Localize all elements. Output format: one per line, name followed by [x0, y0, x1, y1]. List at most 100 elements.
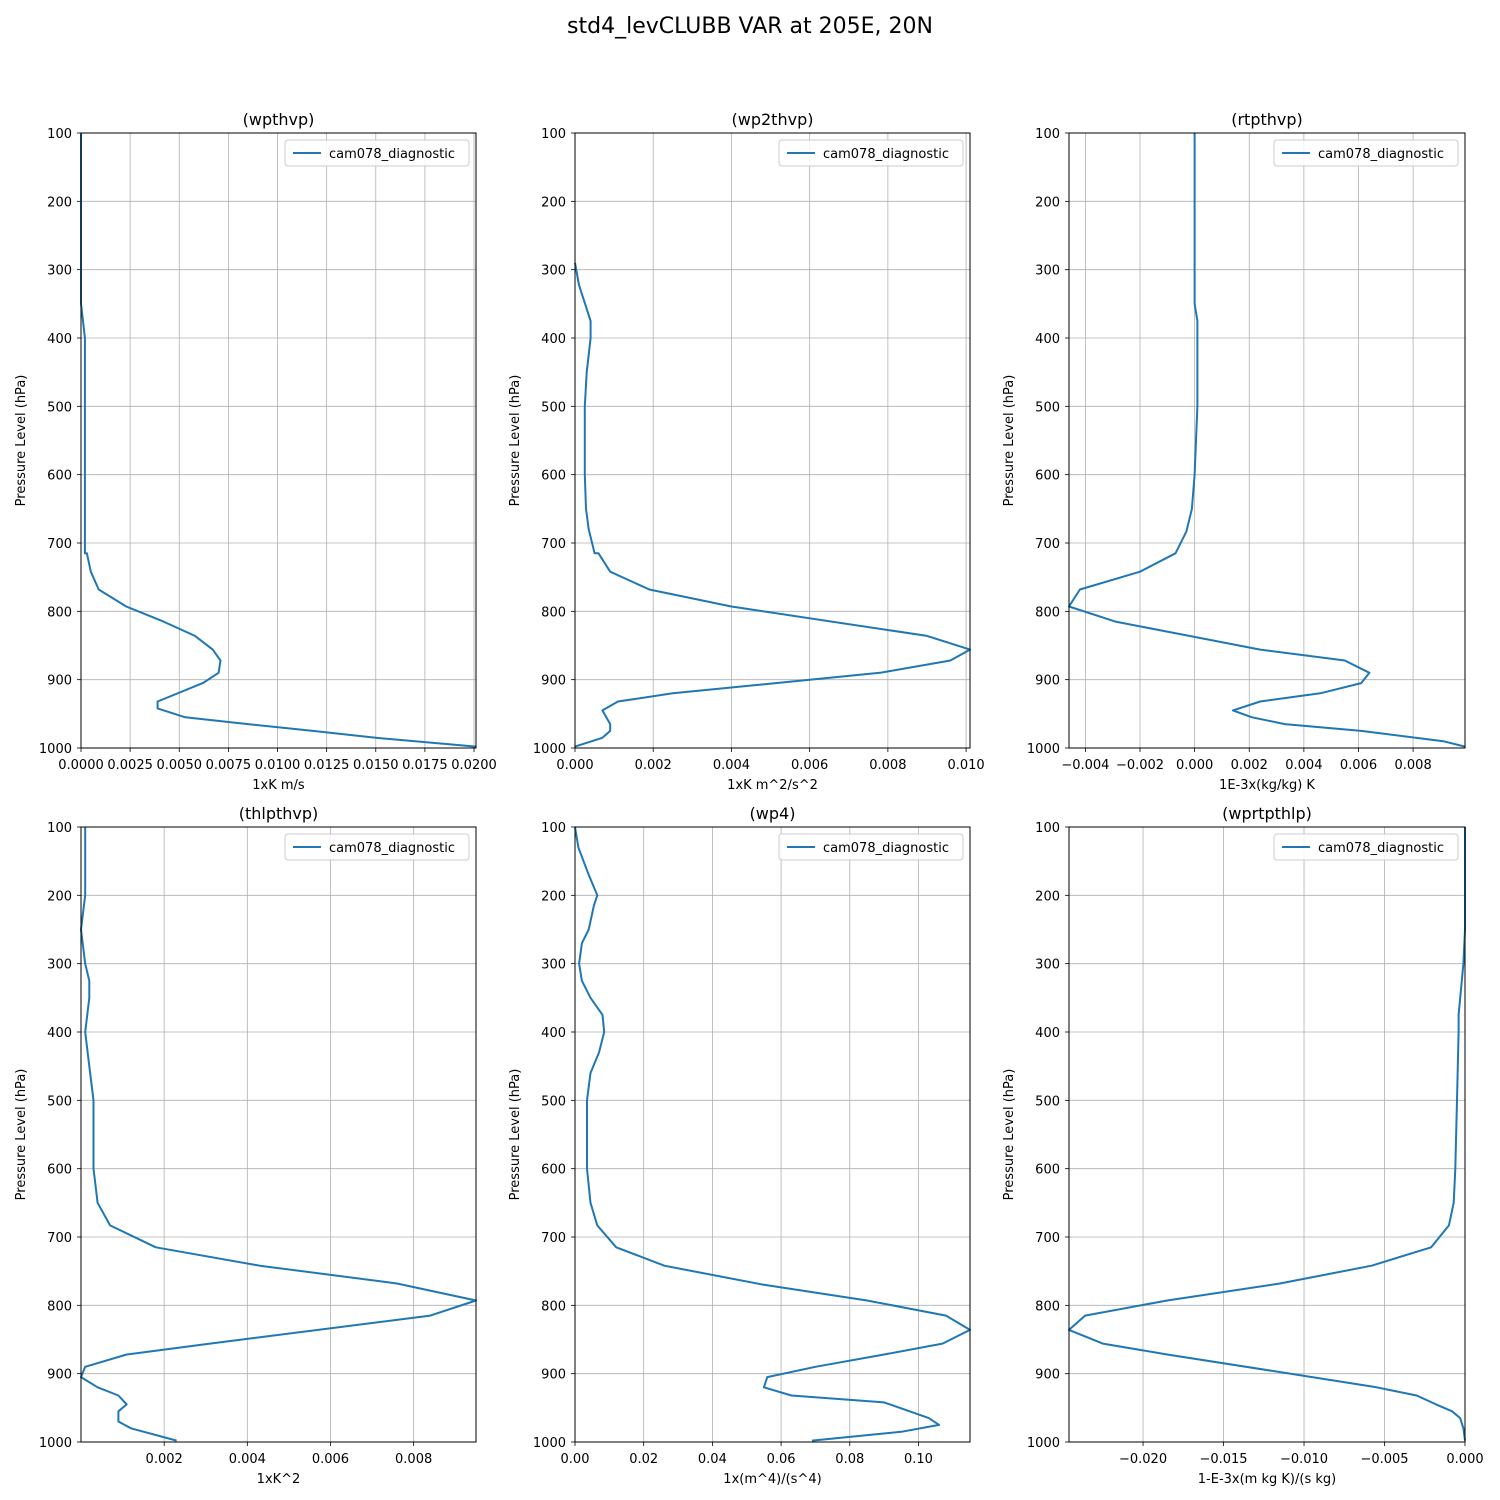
x-tick-label: 0.0000: [58, 758, 104, 773]
y-tick-label: 500: [47, 1094, 72, 1109]
legend-label: cam078_diagnostic: [1318, 841, 1444, 856]
y-tick-label: 100: [47, 127, 72, 142]
legend-box: [1273, 833, 1459, 861]
y-tick-label: 900: [47, 674, 72, 689]
y-tick-label: 700: [541, 1231, 566, 1246]
x-axis-label: 1xK m^2/s^2: [727, 778, 818, 793]
y-tick-label: 300: [1035, 958, 1060, 973]
subplot-title: (thlpthvp): [239, 804, 319, 823]
legend: cam078_diagnostic: [284, 139, 470, 167]
legend-label: cam078_diagnostic: [329, 841, 455, 856]
x-tick-label: −0.010: [1280, 1452, 1328, 1467]
series-line: [574, 826, 971, 1442]
legend-label: cam078_diagnostic: [329, 147, 455, 162]
x-axis-label: 1x(m^4)/(s^4): [723, 1472, 821, 1487]
y-tick-label: 600: [1035, 469, 1060, 484]
y-tick-label: 700: [1035, 1231, 1060, 1246]
axes-frame: [1068, 132, 1466, 749]
legend-box: [284, 833, 470, 861]
x-tick-label: 0.008: [395, 1452, 432, 1467]
y-tick-label: 900: [1035, 674, 1060, 689]
axes-frame: [80, 826, 477, 1443]
subplot-6: −0.020 −0.015 −0.010 −0.005 0.000 100 200 300 40…: [1002, 804, 1484, 1487]
y-tick-label: 600: [47, 469, 72, 484]
y-tick-label: 1000: [39, 742, 72, 757]
series-line: [80, 827, 477, 1442]
x-axis-label: 1xK^2: [257, 1472, 301, 1487]
y-tick-label: 1000: [39, 1436, 72, 1451]
x-tick-label: −0.004: [1061, 758, 1109, 773]
x-tick-label: −0.015: [1199, 1452, 1247, 1467]
legend-box: [778, 833, 964, 861]
y-tick-label: 200: [541, 195, 566, 210]
x-tick-label: 0.06: [767, 1452, 796, 1467]
y-tick-label: 1000: [533, 742, 566, 757]
subplot-2: 0.000 0.002 0.004 0.006 0.008 0.010 100 200 300 4…: [508, 110, 985, 793]
x-axis-label: 1xK m/s: [252, 778, 305, 793]
x-tick-label: 0.00: [561, 1452, 590, 1467]
x-tick-label: 0.004: [229, 1452, 266, 1467]
subplot-5: 0.00 0.02 0.04 0.06 0.08 0.10 100 200 300 400 500 6…: [508, 804, 971, 1487]
x-tick-label: 0.0175: [402, 758, 448, 773]
axes-frame: [574, 132, 971, 749]
y-tick-label: 800: [1035, 1299, 1060, 1314]
x-axis-label: 1E-3x(kg/kg) K: [1219, 778, 1315, 793]
x-tick-label: 0.002: [1231, 758, 1268, 773]
y-tick-label: 100: [1035, 821, 1060, 836]
y-tick-label: 500: [47, 400, 72, 415]
x-tick-label: 0.000: [1446, 1452, 1483, 1467]
series-line: [1068, 827, 1466, 1441]
series-line: [1068, 133, 1466, 748]
x-tick-label: 0.008: [1395, 758, 1432, 773]
x-tick-label: 0.004: [1285, 758, 1322, 773]
y-tick-label: 800: [541, 605, 566, 620]
subplot-title: (wprtpthlp): [1222, 804, 1312, 823]
y-tick-label: 200: [541, 889, 566, 904]
subplot-title: (wp4): [750, 804, 796, 823]
y-tick-label: 1000: [1027, 1436, 1060, 1451]
y-axis-label: Pressure Level (hPa): [508, 1069, 523, 1201]
y-tick-label: 700: [47, 1231, 72, 1246]
y-tick-label: 700: [1035, 537, 1060, 552]
x-tick-label: −0.002: [1116, 758, 1164, 773]
y-axis-label: Pressure Level (hPa): [1002, 1069, 1017, 1201]
legend-label: cam078_diagnostic: [823, 147, 949, 162]
x-tick-label: 0.006: [1340, 758, 1377, 773]
x-tick-label: 0.006: [312, 1452, 349, 1467]
x-tick-label: 0.0150: [353, 758, 399, 773]
x-tick-label: 0.08: [835, 1452, 864, 1467]
y-tick-label: 100: [47, 821, 72, 836]
y-tick-label: 800: [1035, 605, 1060, 620]
y-tick-label: 300: [47, 958, 72, 973]
y-tick-label: 800: [47, 605, 72, 620]
x-tick-label: 0.010: [947, 758, 984, 773]
y-tick-label: 400: [1035, 332, 1060, 347]
y-axis-label: Pressure Level (hPa): [14, 1069, 29, 1201]
y-tick-label: 300: [541, 958, 566, 973]
x-tick-label: −0.020: [1119, 1452, 1167, 1467]
x-tick-label: 0.0100: [255, 758, 301, 773]
subplot-1: 0.0000 0.0025 0.0050 0.0075 0.0100 0.0125 0.01…: [14, 110, 497, 793]
legend-box: [284, 139, 470, 167]
y-tick-label: 200: [1035, 889, 1060, 904]
y-tick-label: 200: [1035, 195, 1060, 210]
x-axis-label: 1-E-3x(m kg K)/(s kg): [1198, 1472, 1336, 1487]
subplot-title: (rtpthvp): [1231, 110, 1303, 129]
y-tick-label: 1000: [1027, 742, 1060, 757]
y-tick-label: 400: [47, 1026, 72, 1041]
subplot-3: −0.004 −0.002 0.000 0.002 0.004 0.006 0.008 100…: [1002, 110, 1466, 793]
y-tick-label: 900: [1035, 1368, 1060, 1383]
y-tick-label: 500: [1035, 1094, 1060, 1109]
legend: cam078_diagnostic: [284, 833, 470, 861]
x-tick-label: 0.008: [869, 758, 906, 773]
x-tick-label: 0.0125: [304, 758, 350, 773]
y-tick-label: 100: [541, 821, 566, 836]
x-tick-label: 0.006: [791, 758, 828, 773]
y-tick-label: 200: [47, 195, 72, 210]
y-tick-label: 700: [47, 537, 72, 552]
axes-frame: [574, 826, 971, 1443]
y-tick-label: 1000: [533, 1436, 566, 1451]
y-tick-label: 500: [541, 1094, 566, 1109]
x-tick-label: 0.02: [629, 1452, 658, 1467]
